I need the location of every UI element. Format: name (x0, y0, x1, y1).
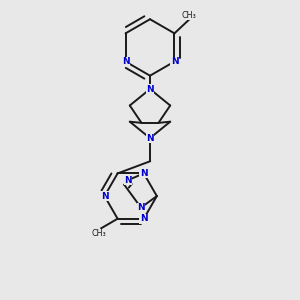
Text: N: N (146, 85, 154, 94)
Text: N: N (122, 57, 129, 66)
Text: CH₃: CH₃ (92, 229, 106, 238)
Text: N: N (124, 176, 132, 185)
Text: N: N (146, 134, 154, 142)
Text: N: N (140, 169, 148, 178)
Text: N: N (171, 57, 178, 66)
Text: N: N (137, 203, 145, 212)
Text: CH₃: CH₃ (181, 11, 196, 20)
Text: N: N (101, 192, 108, 201)
Text: N: N (140, 214, 148, 223)
